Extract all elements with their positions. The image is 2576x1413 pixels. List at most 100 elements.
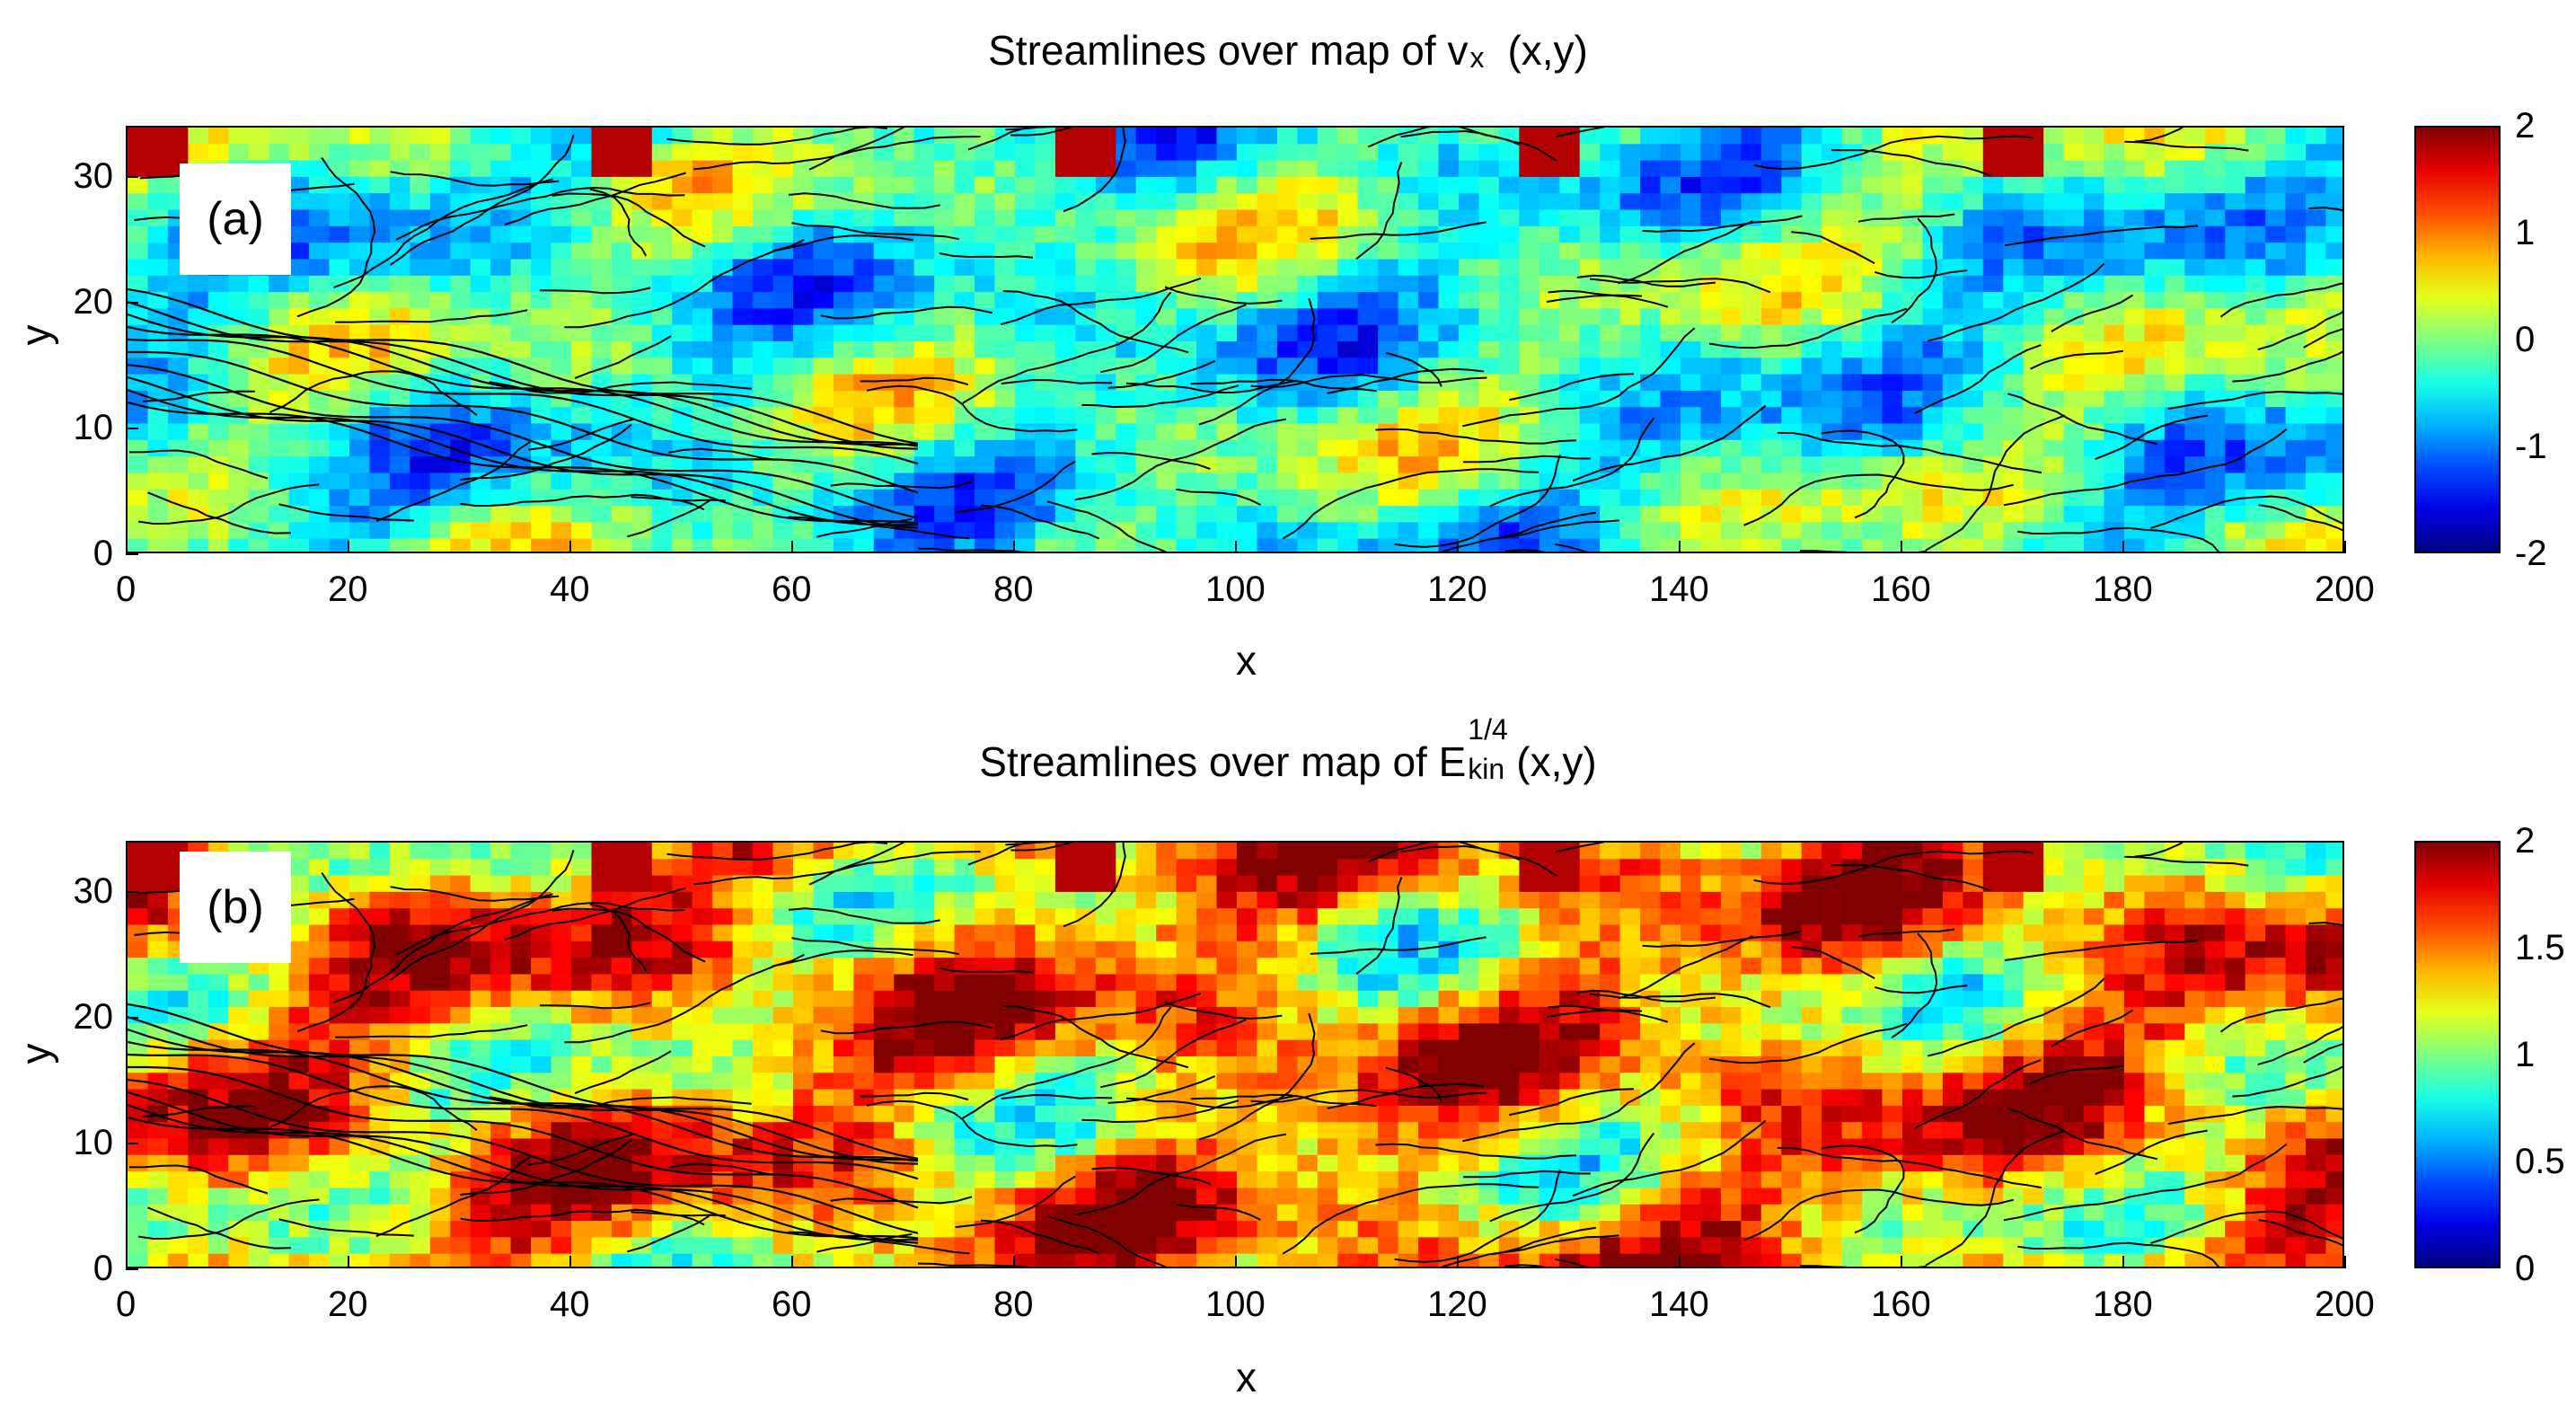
heatmap-cell <box>1579 390 1601 408</box>
heatmap-cell <box>1559 908 1581 926</box>
heatmap-cell <box>1781 358 1803 375</box>
heatmap-cell <box>1156 859 1178 877</box>
heatmap-cell <box>1196 472 1218 490</box>
heatmap-cell <box>2164 341 2185 358</box>
streamline <box>335 309 528 323</box>
heatmap-cell <box>429 225 451 243</box>
heatmap-cell <box>510 875 532 893</box>
heatmap-cell <box>128 506 149 523</box>
heatmap-cell <box>1418 193 1440 211</box>
heatmap-cell <box>1317 259 1338 277</box>
heatmap-cell <box>1760 259 1782 277</box>
streamline <box>2017 526 2220 552</box>
heatmap-cell <box>1498 423 1520 441</box>
heatmap-cell <box>611 308 632 326</box>
heatmap-cell <box>1378 160 1399 178</box>
heatmap-cell <box>1297 358 1319 375</box>
heatmap-cell <box>712 958 734 976</box>
heatmap-cell <box>1116 209 1137 227</box>
heatmap-cell <box>207 1039 229 1057</box>
heatmap-cell <box>913 128 935 145</box>
heatmap-cell <box>1378 209 1399 227</box>
heatmap-cell <box>1054 193 1076 211</box>
heatmap-cell <box>1822 292 1843 309</box>
heatmap-cell <box>2265 1073 2287 1091</box>
streamline <box>1642 215 1803 233</box>
heatmap-cell <box>2164 974 2185 992</box>
heatmap-cell <box>913 1122 935 1140</box>
heatmap-cell <box>2225 924 2246 942</box>
heatmap-cell <box>1841 506 1863 523</box>
heatmap-cell <box>1862 974 1883 992</box>
heatmap-cell <box>2245 160 2266 178</box>
heatmap-cell <box>1135 358 1157 375</box>
heatmap-cell <box>1539 324 1560 342</box>
heatmap-cell <box>1801 1089 1822 1107</box>
heatmap-cell <box>2084 538 2105 552</box>
heatmap-cell <box>147 1056 169 1073</box>
heatmap-cell <box>1942 990 1963 1008</box>
heatmap-cell <box>551 1039 572 1057</box>
heatmap-cell <box>1176 308 1197 326</box>
heatmap-cell <box>1176 144 1197 162</box>
heatmap-cell <box>1035 308 1056 326</box>
heatmap-cell <box>1801 958 1822 976</box>
heatmap-cell <box>1822 522 1843 540</box>
heatmap-cell <box>732 941 754 958</box>
heatmap-cell <box>2144 875 2166 893</box>
heatmap-cell <box>1720 522 1742 540</box>
heatmap-cell <box>833 472 854 490</box>
heatmap-cell <box>510 522 532 540</box>
heatmap-cell <box>712 225 734 243</box>
streamline <box>1753 135 2033 171</box>
heatmap-cell <box>248 1056 269 1073</box>
heatmap-cell <box>470 924 491 942</box>
streamline <box>1572 404 1767 482</box>
heatmap-cell <box>1942 193 1963 211</box>
heatmap-cell <box>1841 522 1863 540</box>
heatmap-cell <box>1963 924 1984 942</box>
heatmap-cell <box>1862 924 1883 942</box>
heatmap-cell <box>1459 243 1480 261</box>
heatmap-cell <box>954 292 975 309</box>
heatmap-cell <box>692 891 713 909</box>
heatmap-cell <box>1822 908 1843 926</box>
heatmap-cell <box>1015 974 1037 992</box>
streamline <box>1914 344 2042 414</box>
heatmap-cell <box>1760 128 1782 145</box>
heatmap-cell <box>2164 506 2185 523</box>
heatmap-cell <box>2204 908 2226 926</box>
heatmap-cell <box>873 1039 895 1057</box>
heatmap-cell <box>2306 193 2327 211</box>
heatmap-cell <box>490 489 512 507</box>
heatmap-cell <box>2043 176 2065 194</box>
heatmap-cell <box>2084 1039 2105 1057</box>
heatmap-cell <box>873 489 895 507</box>
heatmap-cell <box>1459 390 1480 408</box>
heatmap-cell <box>510 843 532 860</box>
heatmap-cell <box>1760 456 1782 474</box>
heatmap-cell <box>975 522 996 540</box>
heatmap-cell <box>2306 1073 2327 1091</box>
heatmap-cell <box>994 924 1016 942</box>
heatmap-cell <box>651 958 673 976</box>
heatmap-cell <box>1478 275 1500 293</box>
heatmap-cell <box>1054 374 1076 392</box>
heatmap-cell <box>470 1122 491 1140</box>
heatmap-cell <box>1216 489 1238 507</box>
heatmap-cell <box>994 243 1016 261</box>
heatmap-cell <box>288 292 310 309</box>
heatmap-cell <box>1660 390 1681 408</box>
heatmap-cell <box>1237 1039 1258 1057</box>
heatmap-cell <box>1438 908 1460 926</box>
heatmap-cell <box>2265 843 2287 860</box>
heatmap-cell <box>1942 1089 1963 1107</box>
heatmap-cell <box>1600 891 1621 909</box>
heatmap-cell <box>1801 358 1822 375</box>
heatmap-cell <box>1054 538 1076 552</box>
heatmap-cell <box>2084 958 2105 976</box>
heatmap-cell <box>1176 538 1197 552</box>
heatmap-cell <box>571 1073 593 1091</box>
heatmap-cell <box>1781 472 1803 490</box>
heatmap-cell <box>1922 859 1944 877</box>
